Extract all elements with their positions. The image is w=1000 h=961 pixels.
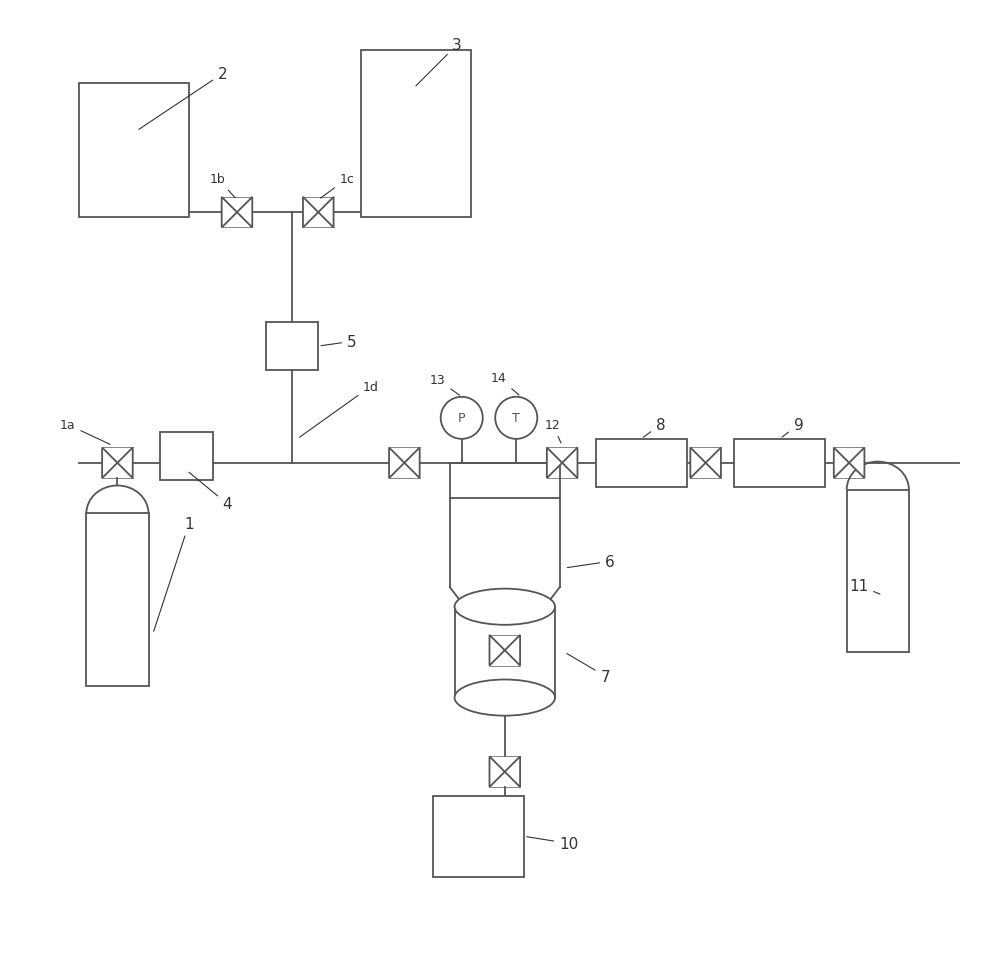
Polygon shape [318, 198, 334, 229]
Text: 1c: 1c [321, 173, 354, 199]
Text: 2: 2 [139, 67, 227, 131]
Polygon shape [849, 448, 864, 479]
Bar [734, 439, 825, 487]
Text: 1d: 1d [299, 381, 379, 438]
Ellipse shape [455, 589, 555, 626]
Text: 12: 12 [545, 419, 561, 444]
Bar [266, 323, 318, 371]
Polygon shape [222, 198, 237, 229]
Text: 9: 9 [782, 418, 803, 437]
Text: 7: 7 [567, 653, 610, 684]
Polygon shape [706, 448, 721, 479]
Text: 8: 8 [643, 418, 665, 438]
Bar [86, 514, 149, 686]
Text: T: T [512, 412, 520, 425]
Text: 1a: 1a [60, 419, 110, 445]
Text: 4: 4 [189, 473, 232, 512]
Text: 1: 1 [154, 516, 194, 631]
Polygon shape [690, 448, 706, 479]
Text: 14: 14 [491, 372, 519, 396]
Text: 10: 10 [527, 836, 578, 851]
Polygon shape [505, 635, 520, 666]
Polygon shape [489, 635, 505, 666]
Polygon shape [237, 198, 252, 229]
Polygon shape [389, 448, 404, 479]
Text: 13: 13 [430, 374, 459, 396]
Text: 6: 6 [567, 554, 615, 569]
Bar [596, 439, 687, 487]
Bar [433, 796, 524, 877]
Bar [79, 84, 189, 218]
Bar [361, 51, 471, 218]
Polygon shape [834, 448, 849, 479]
Circle shape [441, 398, 483, 439]
Polygon shape [303, 198, 318, 229]
Polygon shape [117, 448, 133, 479]
Polygon shape [547, 448, 562, 479]
Text: 11: 11 [849, 579, 880, 595]
Text: 1b: 1b [210, 173, 235, 199]
Ellipse shape [455, 679, 555, 716]
Polygon shape [404, 448, 420, 479]
Polygon shape [489, 756, 505, 787]
Polygon shape [562, 448, 577, 479]
Bar [160, 432, 213, 480]
Polygon shape [505, 756, 520, 787]
Circle shape [495, 398, 537, 439]
Bar [847, 490, 909, 653]
Text: P: P [458, 412, 465, 425]
Text: 3: 3 [416, 38, 462, 86]
Polygon shape [102, 448, 117, 479]
Text: 5: 5 [321, 334, 357, 350]
Bar [455, 607, 555, 698]
